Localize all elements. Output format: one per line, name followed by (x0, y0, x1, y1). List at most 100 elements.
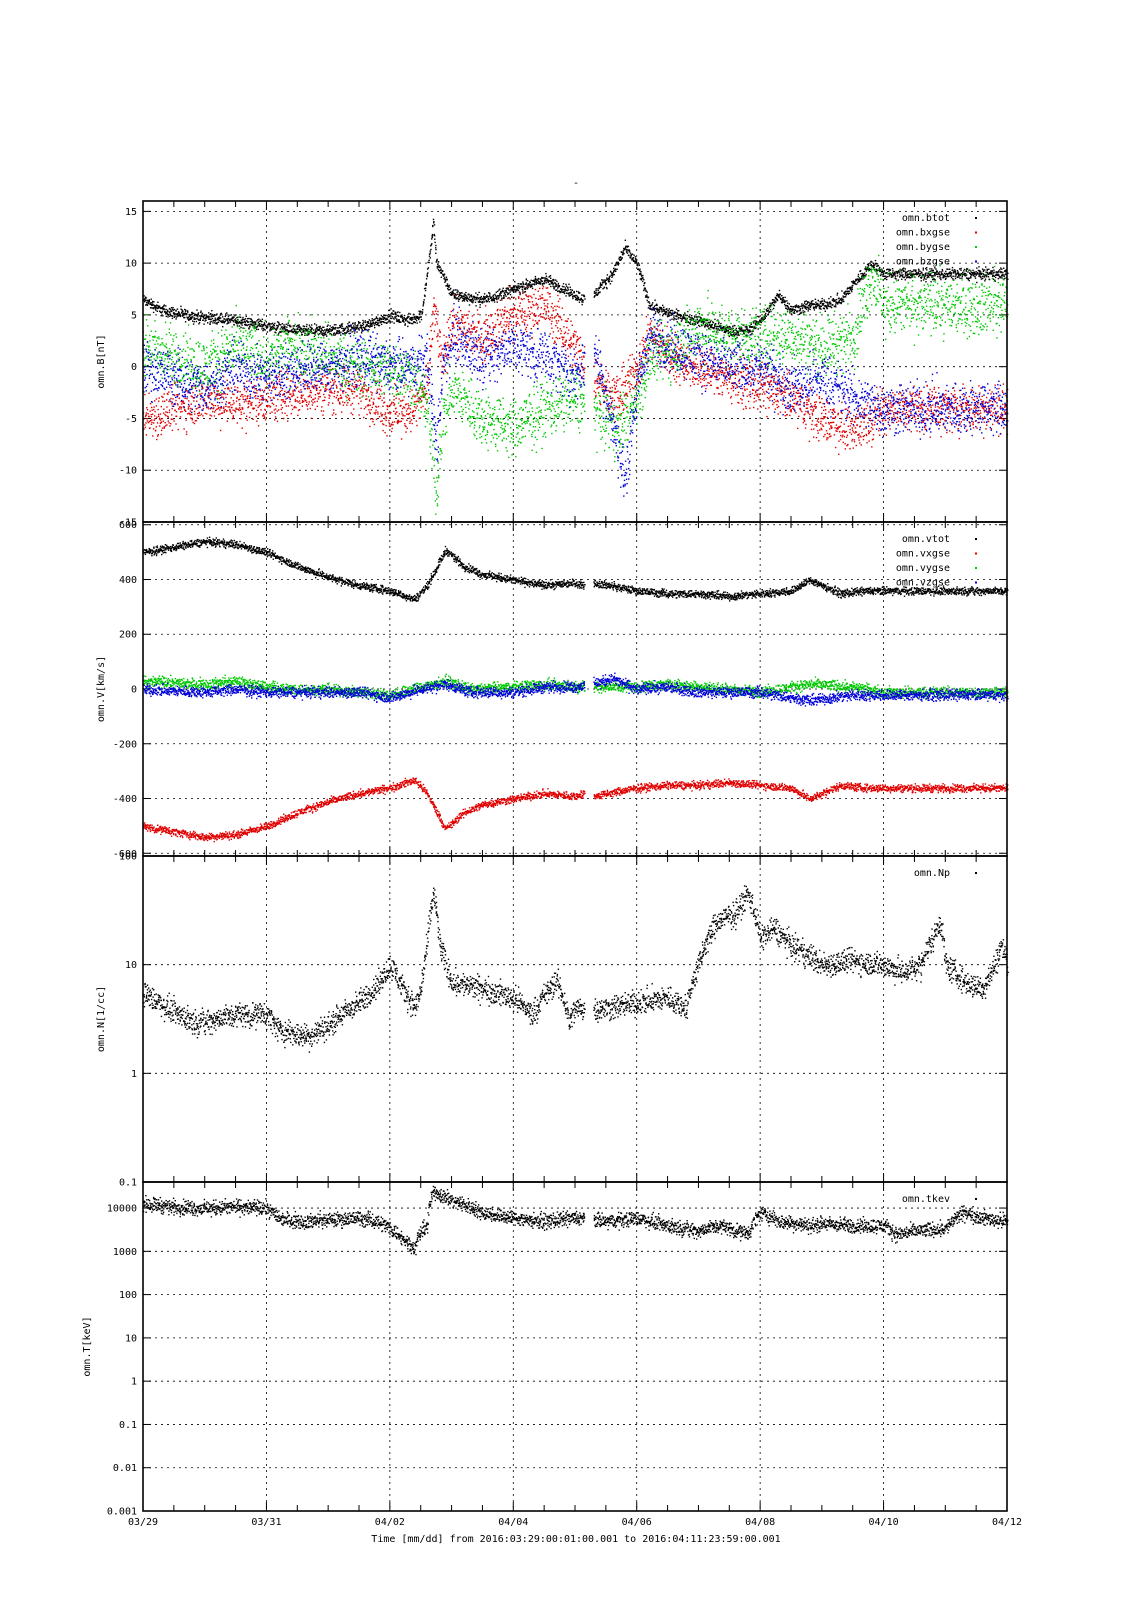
data-point (962, 272, 963, 273)
data-point (962, 274, 963, 275)
data-point (808, 302, 809, 303)
data-point (676, 309, 677, 310)
data-point (663, 309, 664, 310)
data-point (830, 296, 831, 297)
data-point (327, 324, 328, 325)
data-point (165, 411, 166, 412)
data-point (503, 324, 504, 325)
data-point (291, 329, 292, 330)
data-point (372, 392, 373, 393)
data-point (358, 321, 359, 322)
data-point (465, 292, 466, 293)
data-point (163, 409, 164, 410)
data-point (165, 311, 166, 312)
data-point (580, 299, 581, 300)
data-point (427, 384, 428, 385)
data-point (856, 284, 857, 285)
data-point (555, 282, 556, 283)
data-point (565, 295, 566, 296)
data-point (465, 346, 466, 347)
y-tick-label: 0 (131, 362, 137, 373)
data-point (277, 421, 278, 422)
data-point (398, 398, 399, 399)
data-point (953, 272, 954, 273)
data-point (939, 276, 940, 277)
data-point (825, 301, 826, 302)
data-point (175, 400, 176, 401)
data-point (463, 335, 464, 336)
data-point (836, 299, 837, 300)
data-point (216, 322, 217, 323)
data-point (468, 294, 469, 295)
data-point (331, 327, 332, 328)
data-point (352, 403, 353, 404)
data-point (260, 404, 261, 405)
data-point (517, 321, 518, 322)
data-point (519, 294, 520, 295)
data-point (372, 419, 373, 420)
data-point (179, 398, 180, 399)
data-point (156, 304, 157, 305)
data-point (439, 346, 440, 347)
data-point (985, 266, 986, 267)
data-point (814, 309, 815, 310)
data-point (857, 282, 858, 283)
data-point (840, 298, 841, 299)
data-point (352, 393, 353, 394)
data-point (286, 327, 287, 328)
data-point (350, 329, 351, 330)
data-point (572, 298, 573, 299)
data-point (933, 275, 934, 276)
data-point (419, 313, 420, 314)
data-point (239, 405, 240, 406)
data-point (672, 310, 673, 311)
data-point (663, 307, 664, 308)
data-point (197, 316, 198, 317)
data-point (574, 291, 575, 292)
data-point (400, 405, 401, 406)
data-point (431, 238, 432, 239)
data-point (784, 304, 785, 305)
data-point (916, 272, 917, 273)
data-point (373, 322, 374, 323)
data-point (216, 409, 217, 410)
data-point (225, 409, 226, 410)
data-point (380, 321, 381, 322)
data-point (255, 405, 256, 406)
data-point (528, 295, 529, 296)
data-point (248, 403, 249, 404)
data-point (521, 315, 522, 316)
data-point (226, 401, 227, 402)
data-point (381, 400, 382, 401)
data-point (330, 329, 331, 330)
data-point (297, 415, 298, 416)
data-point (484, 321, 485, 322)
data-point (169, 312, 170, 313)
data-point (432, 226, 433, 227)
data-point (230, 321, 231, 322)
data-point (177, 394, 178, 395)
data-point (683, 315, 684, 316)
data-point (480, 349, 481, 350)
data-point (508, 321, 509, 322)
data-point (998, 270, 999, 271)
data-point (529, 284, 530, 285)
data-point (404, 407, 405, 408)
data-point (966, 269, 967, 270)
data-point (524, 292, 525, 293)
data-point (621, 259, 622, 260)
data-point (426, 365, 427, 366)
data-point (409, 323, 410, 324)
data-point (322, 384, 323, 385)
data-point (452, 294, 453, 295)
data-point (527, 280, 528, 281)
data-point (354, 376, 355, 377)
data-point (258, 322, 259, 323)
data-point (434, 234, 435, 235)
data-point (489, 294, 490, 295)
data-point (290, 380, 291, 381)
data-point (226, 410, 227, 411)
data-point (353, 386, 354, 387)
data-point (203, 323, 204, 324)
data-point (270, 406, 271, 407)
